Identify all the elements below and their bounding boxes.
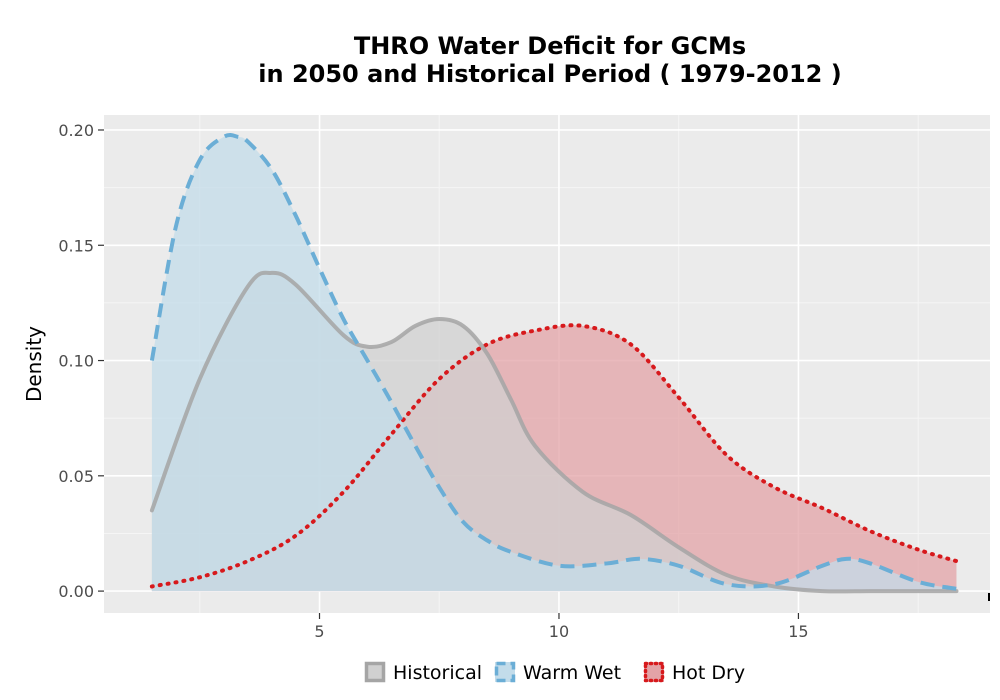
density-line-hot-dry [149,323,959,589]
x-axis: 5 10 15 [314,613,809,641]
y-tick-label: 0.20 [58,121,94,140]
density-line-warm-wet [149,133,957,591]
legend-key-warm-wet [495,662,515,682]
legend-key-border-hot-dry [643,661,665,683]
y-tick-label: 0.05 [58,467,94,486]
chart-title-line2: in 2050 and Historical Period ( 1979-201… [258,60,842,88]
legend-key-border-historical [364,661,386,683]
x-tick-label: 10 [549,622,569,641]
y-tick-label: 0.15 [58,236,94,255]
y-tick-label: 0.00 [58,582,94,601]
chart-title-line1: THRO Water Deficit for GCMs [353,32,747,60]
legend: Historical Warm Wet Hot Dry [364,661,745,684]
density-lines [149,133,959,594]
legend-key-hot-dry [644,662,664,682]
legend-label-hot-dry: Hot Dry [672,662,745,684]
legend-label-historical: Historical [393,662,482,684]
y-axis: 0.00 0.05 0.10 0.15 0.20 [58,121,104,601]
y-tick-label: 0.10 [58,352,94,371]
density-fill-warm-wet [151,135,957,592]
x-tick-label: 15 [788,622,808,641]
legend-key-historical [365,662,385,682]
legend-key-border-warm-wet [494,661,516,683]
y-axis-label: Density [22,326,46,402]
legend-label-warm-wet: Warm Wet [523,662,621,684]
density-line-historical [149,270,959,594]
density-fills [151,135,957,592]
x-tick-label: 5 [314,622,324,641]
